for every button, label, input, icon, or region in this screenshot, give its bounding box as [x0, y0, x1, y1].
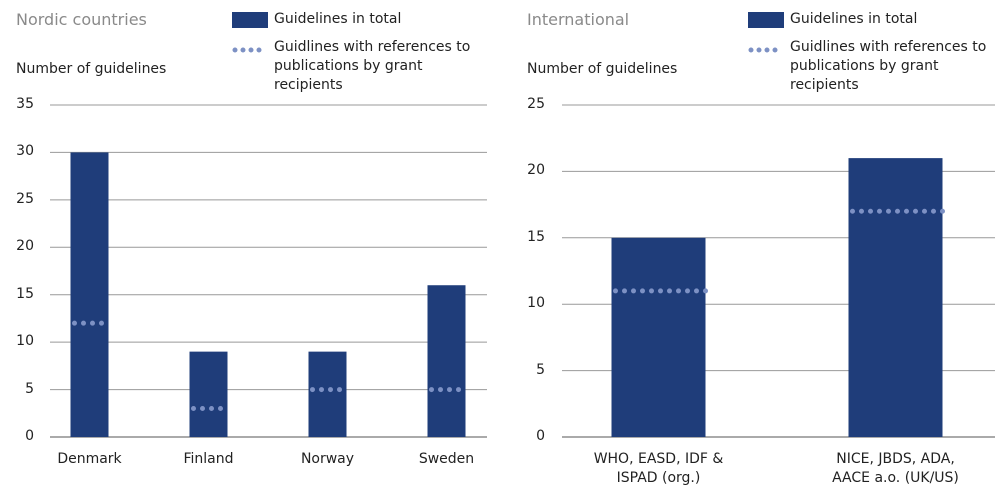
x-tick-label: WHO, EASD, IDF & ISPAD (org.) — [593, 451, 724, 486]
y-tick-label: 20 — [16, 238, 34, 255]
x-tick-label: Norway — [300, 451, 355, 467]
y-tick-label: 15 — [527, 228, 545, 245]
y-tick-label: 20 — [527, 162, 545, 179]
y-axis-label: Number of guidelines — [16, 61, 167, 77]
legend-label: Guidelines in total — [274, 11, 402, 27]
y-tick-label: 25 — [16, 190, 34, 207]
bar — [611, 237, 706, 437]
legend-swatch — [748, 12, 784, 28]
y-axis-label: Number of guidelines — [527, 61, 678, 77]
legend-label: Guidlines with references to publication… — [790, 39, 987, 93]
x-tick-label: Denmark — [57, 451, 122, 467]
x-tick-label: Finland — [183, 451, 234, 467]
chart-title: Nordic countries — [16, 10, 147, 29]
y-tick-label: 25 — [527, 96, 545, 112]
y-tick-label: 0 — [536, 428, 545, 444]
y-tick-label: 35 — [16, 96, 34, 112]
bar — [189, 351, 228, 437]
y-tick-label: 15 — [16, 285, 34, 302]
bar — [308, 351, 347, 437]
bar — [427, 285, 466, 437]
y-tick-label: 0 — [25, 428, 34, 444]
chart-title: International — [527, 10, 630, 29]
y-tick-label: 10 — [16, 333, 34, 350]
y-tick-label: 30 — [16, 143, 34, 160]
x-tick-label: Sweden — [418, 451, 475, 467]
y-tick-label: 5 — [536, 361, 545, 378]
y-tick-label: 5 — [25, 380, 34, 397]
legend-swatch — [232, 12, 268, 28]
x-tick-label: NICE, JBDS, ADA, AACE a.o. (UK/US) — [832, 451, 959, 486]
legend-label: Guidelines in total — [790, 11, 918, 27]
bar — [848, 158, 943, 437]
y-tick-label: 10 — [527, 295, 545, 312]
legend-label: Guidlines with references to publication… — [274, 39, 471, 93]
bar — [70, 152, 109, 437]
